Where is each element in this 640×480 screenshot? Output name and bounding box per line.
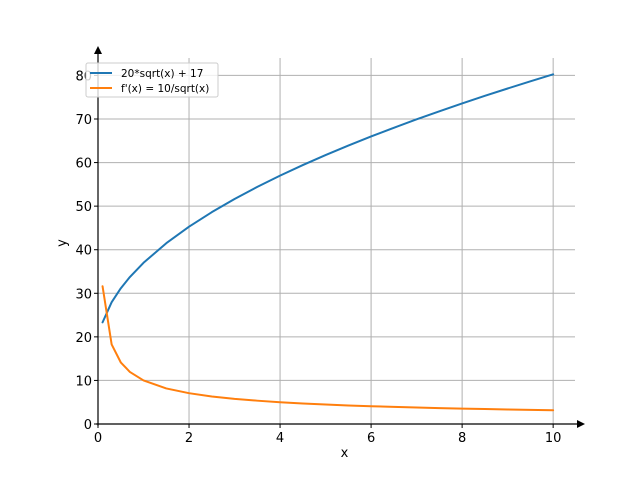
legend: 20*sqrt(x) + 17 f'(x) = 10/sqrt(x) xyxy=(85,62,219,98)
y-tick-label: 20 xyxy=(75,331,92,346)
legend-entry-series-1: 20*sqrt(x) + 17 xyxy=(121,68,203,80)
legend-box xyxy=(85,62,219,98)
series-lines xyxy=(101,73,555,412)
series-line-1 xyxy=(101,73,555,324)
x-tick-label: 10 xyxy=(545,431,562,446)
y-tick-label: 30 xyxy=(75,287,92,302)
y-tick-label: 10 xyxy=(75,374,92,389)
y-tick-label: 40 xyxy=(75,244,92,259)
y-axis-label: y xyxy=(55,239,70,247)
x-tick-label: 0 xyxy=(94,431,102,446)
y-tick-label: 50 xyxy=(75,200,92,215)
x-axis-label: x xyxy=(341,446,349,461)
y-axis-arrow-icon xyxy=(94,46,102,54)
x-tick-label: 6 xyxy=(367,431,375,446)
legend-entry-series-2: f'(x) = 10/sqrt(x) xyxy=(121,83,209,95)
x-tick-label: 8 xyxy=(458,431,466,446)
grid xyxy=(98,58,575,424)
y-tick-label: 70 xyxy=(75,113,92,128)
y-tick-label: 0 xyxy=(84,418,92,433)
axes xyxy=(94,46,585,428)
x-axis-arrow-icon xyxy=(577,420,585,428)
x-tick-label: 2 xyxy=(185,431,193,446)
x-tick-label: 4 xyxy=(276,431,284,446)
y-tick-label: 60 xyxy=(75,157,92,172)
series-line-2 xyxy=(101,285,555,412)
